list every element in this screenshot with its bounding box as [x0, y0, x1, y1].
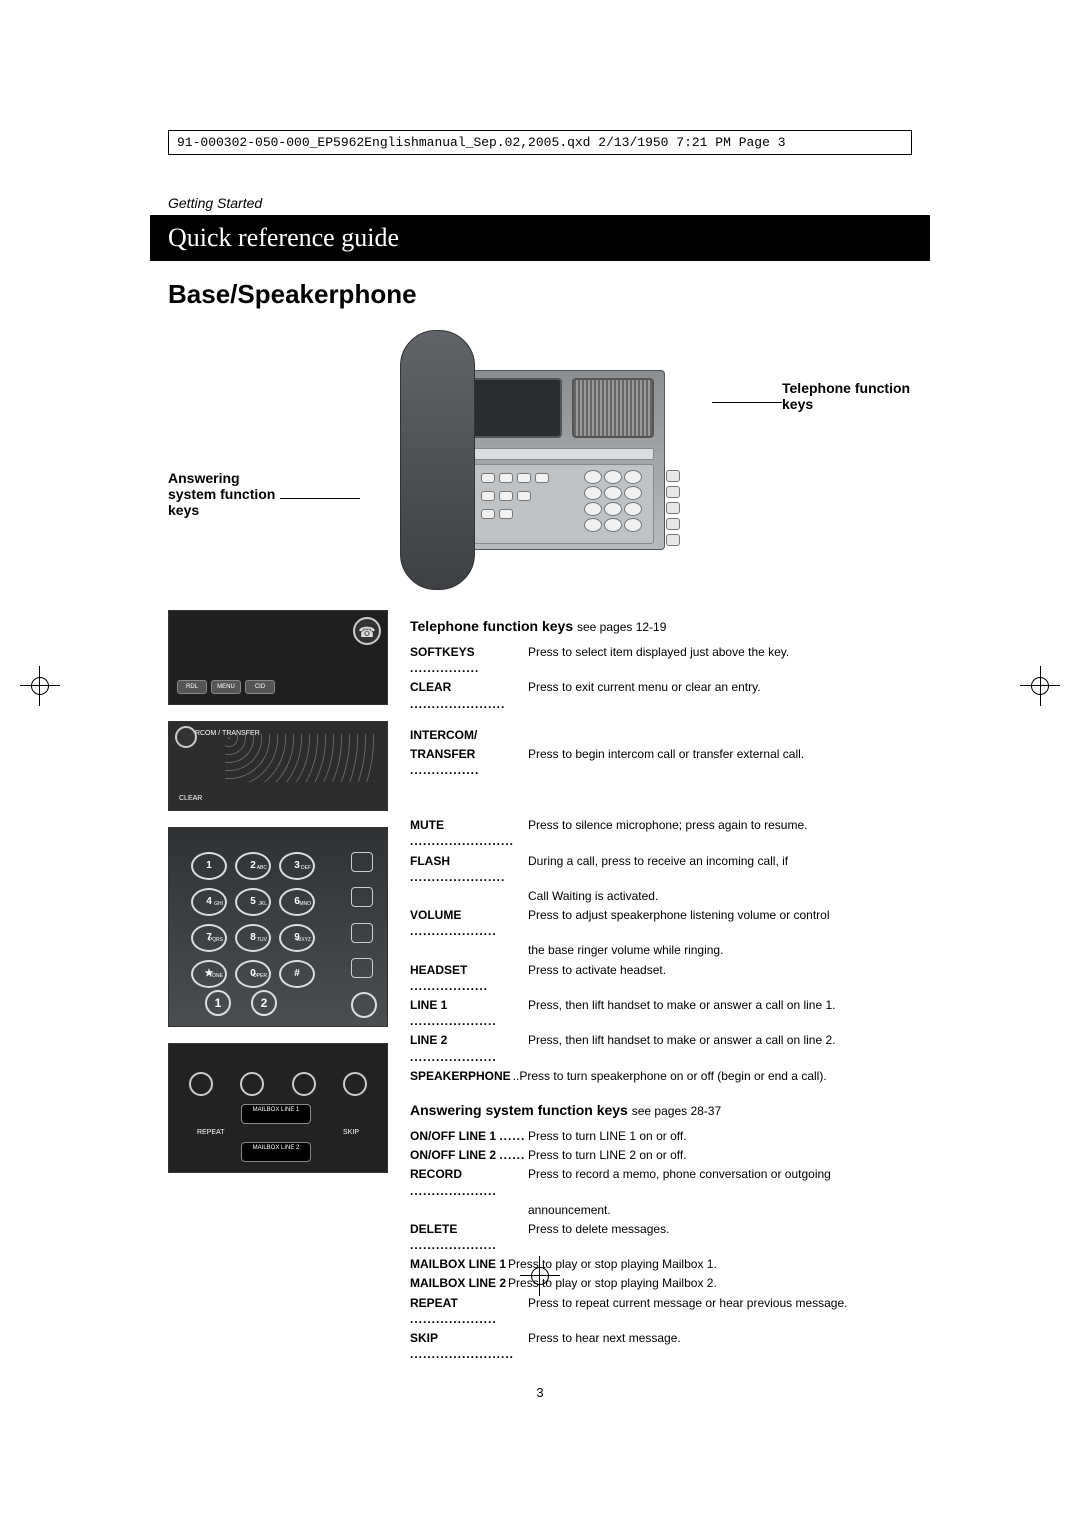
definition-row: MAILBOX LINE 1 Press to play or stop pla… — [410, 1256, 912, 1272]
section-label: Getting Started — [168, 195, 930, 211]
term: VOLUME .................... — [410, 907, 528, 939]
definition: Press to adjust speakerphone listening v… — [528, 907, 912, 939]
dial-key: 6MNO — [279, 888, 315, 916]
definition-row: LINE 1 ....................Press, then l… — [410, 997, 912, 1029]
definition: Press to silence microphone; press again… — [528, 817, 912, 849]
softkey: RDL — [177, 680, 207, 694]
dial-key: 7PQRS — [191, 924, 227, 952]
term: SPEAKERPHONE — [410, 1068, 511, 1084]
definition-row: RECORD ....................Press to reco… — [410, 1166, 912, 1198]
crop-mark — [31, 677, 49, 695]
term: MAILBOX LINE 1 — [410, 1256, 506, 1272]
page-number: 3 — [150, 1385, 930, 1400]
definition-row: SKIP ........................Press to he… — [410, 1330, 912, 1362]
page: 91-000302-050-000_EP5962Englishmanual_Se… — [150, 100, 930, 1400]
definition-row: REPEAT ....................Press to repe… — [410, 1295, 912, 1327]
dial-key: 9WXYZ — [279, 924, 315, 952]
ans-keys-heading: Answering system function keys see pages… — [410, 1102, 912, 1118]
leader-line — [712, 402, 782, 403]
dial-key: 4GHI — [191, 888, 227, 916]
definition: During a call, press to receive an incom… — [528, 853, 912, 885]
dial-key: 8TUV — [235, 924, 271, 952]
term: DELETE .................... — [410, 1221, 528, 1253]
definition-row: HEADSET ..................Press to activ… — [410, 962, 912, 994]
callout-right: Telephone function keys — [782, 380, 912, 412]
softkey: MENU — [211, 680, 241, 694]
term: TRANSFER ................ — [410, 746, 528, 778]
definition-row: ON/OFF LINE 1 ......Press to turn LINE 1… — [410, 1128, 912, 1144]
crop-mark — [1031, 677, 1049, 695]
term: FLASH ...................... — [410, 853, 528, 885]
print-header: 91-000302-050-000_EP5962Englishmanual_Se… — [168, 130, 912, 155]
line-key: 2 — [251, 990, 277, 1016]
hero-illustration: Answering system function keys Telephone… — [150, 320, 930, 600]
dial-key: 0OPER — [235, 960, 271, 988]
page-title: Base/Speakerphone — [168, 279, 930, 310]
definition: Press to begin intercom call or transfer… — [528, 746, 912, 778]
thumbnail-column: RDL MENU CID INTERCOM / TRANSFER CLEAR 1 2A… — [168, 610, 388, 1365]
definition-row: MUTE ........................Press to si… — [410, 817, 912, 849]
thumb-softkeys: RDL MENU CID — [168, 610, 388, 705]
term: ON/OFF LINE 1 ...... — [410, 1128, 528, 1144]
definition-row: CLEAR ......................Press to exi… — [410, 679, 912, 711]
softkey: CID — [245, 680, 275, 694]
definition-row: TRANSFER ................Press to begin … — [410, 746, 912, 778]
definition: Press to record a memo, phone conversati… — [528, 1166, 912, 1198]
term: REPEAT .................... — [410, 1295, 528, 1327]
definition-row: FLASH ......................During a cal… — [410, 853, 912, 885]
definition-row: DELETE ....................Press to dele… — [410, 1221, 912, 1253]
definition-row: VOLUME ....................Press to adju… — [410, 907, 912, 939]
term: RECORD .................... — [410, 1166, 528, 1198]
definition: Press to play or stop playing Mailbox 1. — [508, 1256, 912, 1272]
phone-illustration — [380, 330, 700, 590]
definition: Press to turn LINE 1 on or off. — [528, 1128, 912, 1144]
definition: Press to hear next message. — [528, 1330, 912, 1362]
thumb-intercom: INTERCOM / TRANSFER CLEAR — [168, 721, 388, 811]
definition: Press to play or stop playing Mailbox 2. — [508, 1275, 912, 1291]
dial-key: # — [279, 960, 315, 988]
leader-line — [280, 498, 360, 499]
term: SOFTKEYS ................ — [410, 644, 528, 676]
definitions-column: Telephone function keys see pages 12-19 … — [410, 610, 912, 1365]
definition: Press to select item displayed just abov… — [528, 644, 912, 676]
definition: Press, then lift handset to make or answ… — [528, 1032, 912, 1064]
dial-key: 1 — [191, 852, 227, 880]
term: MAILBOX LINE 2 — [410, 1275, 506, 1291]
definition-row: SPEAKERPHONE ..Press to turn speakerphon… — [410, 1068, 912, 1084]
dial-key: 5JKL — [235, 888, 271, 916]
term: ON/OFF LINE 2 ...... — [410, 1147, 528, 1163]
detail-section: RDLMENUCID INTERCOM / TRANSFER CLEAR 12A… — [150, 610, 930, 1365]
dial-key: ★TONE — [191, 960, 227, 988]
definition-row: ON/OFF LINE 2 ......Press to turn LINE 2… — [410, 1147, 912, 1163]
definition: ..Press to turn speakerphone on or off (… — [513, 1068, 912, 1084]
line-key: 1 — [205, 990, 231, 1016]
callout-left: Answering system function keys — [168, 470, 278, 518]
definition: Press to turn LINE 2 on or off. — [528, 1147, 912, 1163]
term: HEADSET .................. — [410, 962, 528, 994]
term: MUTE ........................ — [410, 817, 528, 849]
definition: Press to delete messages. — [528, 1221, 912, 1253]
definition: Press to exit current menu or clear an e… — [528, 679, 912, 711]
tel-keys-heading: Telephone function keys see pages 12-19 — [410, 618, 912, 634]
term: LINE 1 .................... — [410, 997, 528, 1029]
term: LINE 2 .................... — [410, 1032, 528, 1064]
definition: Press, then lift handset to make or answ… — [528, 997, 912, 1029]
term: SKIP ........................ — [410, 1330, 528, 1362]
intercom-heading: INTERCOM/ — [410, 728, 912, 742]
banner-title: Quick reference guide — [150, 215, 930, 261]
dial-key: 3DEF — [279, 852, 315, 880]
term: CLEAR ...................... — [410, 679, 528, 711]
thumb-dialpad: 1 2ABC 3DEF 4GHI 5JKL 6MNO 7PQRS 8TUV 9WXYZ ★TONE… — [168, 827, 388, 1027]
thumb-answering: MAILBOX LINE 1 REPEATSKIP MAILBOX LINE 2 — [168, 1043, 388, 1173]
dial-key: 2ABC — [235, 852, 271, 880]
definition: Press to activate headset. — [528, 962, 912, 994]
definition-row: LINE 2 ....................Press, then l… — [410, 1032, 912, 1064]
definition-row: SOFTKEYS ................Press to select… — [410, 644, 912, 676]
definition: Press to repeat current message or hear … — [528, 1295, 912, 1327]
definition-row: MAILBOX LINE 2 Press to play or stop pla… — [410, 1275, 912, 1291]
